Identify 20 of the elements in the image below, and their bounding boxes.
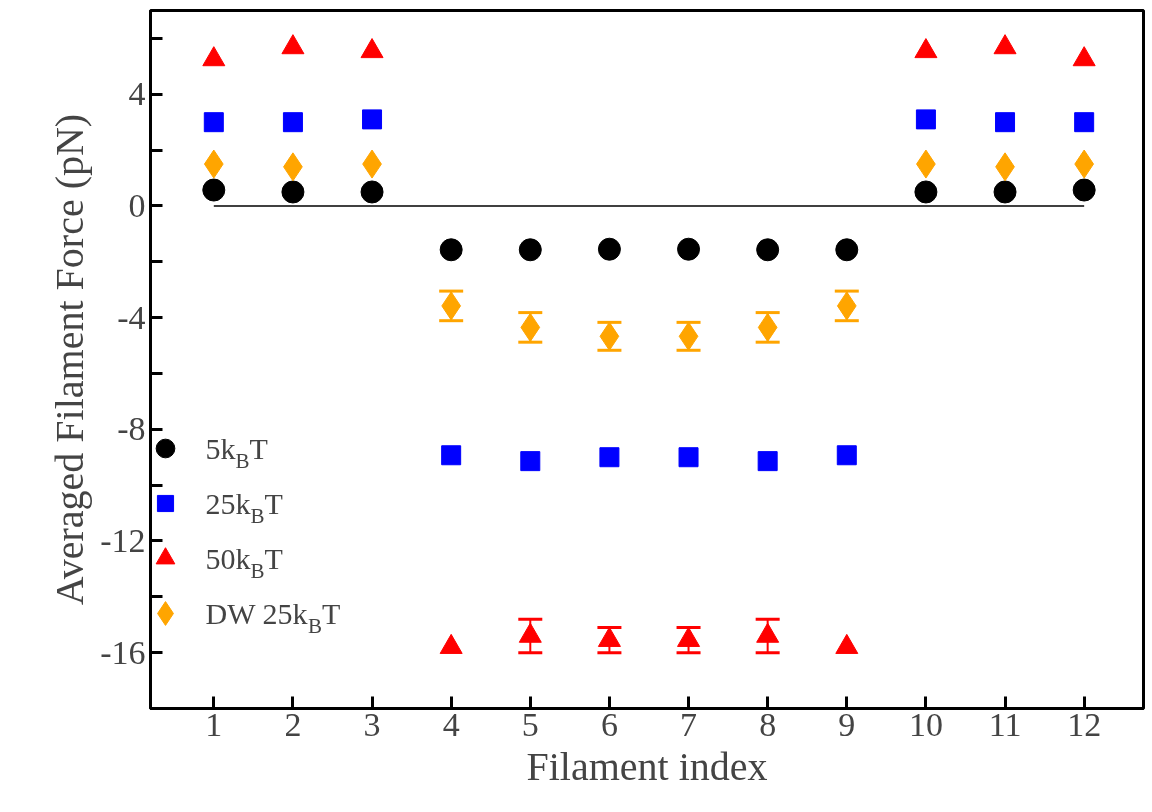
y-tick-label: -16: [100, 633, 146, 671]
x-tick-label: 10: [908, 705, 943, 743]
x-tick-label: 4: [442, 705, 460, 743]
x-tick-label: 6: [600, 705, 618, 743]
y-tick-label: -4: [117, 298, 146, 336]
y-axis-title: Averaged Filament Force (pN): [47, 113, 93, 606]
x-tick-label: 12: [1067, 705, 1102, 743]
x-tick-label: 2: [284, 705, 302, 743]
x-tick-label: 3: [363, 705, 381, 743]
y-tick-label: 0: [128, 186, 146, 224]
x-tick-label: 9: [838, 705, 856, 743]
x-tick-label: 11: [988, 705, 1022, 743]
x-axis-title: Filament index: [526, 743, 768, 789]
x-tick-label: 5: [521, 705, 539, 743]
y-tick-label: -8: [117, 410, 146, 448]
y-tick-label: 4: [128, 75, 146, 113]
y-tick-label: -12: [100, 521, 146, 559]
x-tick-label: 1: [205, 705, 223, 743]
x-tick-label: 7: [680, 705, 698, 743]
x-tick-label: 8: [759, 705, 777, 743]
